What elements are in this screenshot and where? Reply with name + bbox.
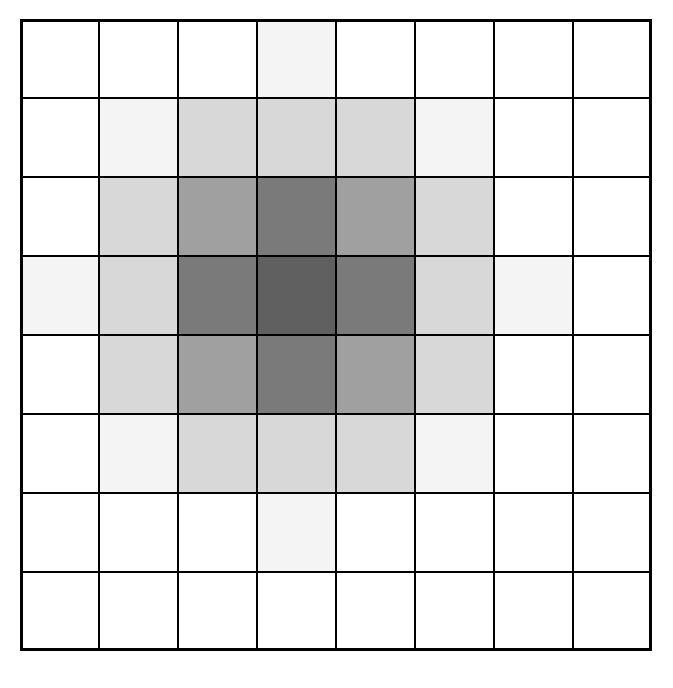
heatmap-cell (20, 335, 99, 414)
heatmap-cell (20, 177, 99, 256)
heatmap-grid (20, 19, 652, 651)
heatmap-cell (20, 414, 99, 493)
heatmap-cell (494, 493, 573, 572)
heatmap-cell (257, 256, 336, 335)
heatmap-cell (99, 256, 178, 335)
heatmap-cell (20, 98, 99, 177)
heatmap-cell (336, 98, 415, 177)
heatmap-cell (494, 19, 573, 98)
heatmap-cell (415, 256, 494, 335)
heatmap-container (0, 0, 673, 688)
heatmap-cell (336, 493, 415, 572)
heatmap-cell (178, 335, 257, 414)
heatmap-cell (336, 572, 415, 651)
heatmap-cell (494, 177, 573, 256)
heatmap-cell (20, 19, 99, 98)
heatmap-cell (257, 177, 336, 256)
heatmap-cell (99, 98, 178, 177)
heatmap-cell (257, 19, 336, 98)
heatmap-cell (336, 414, 415, 493)
heatmap-cell (573, 414, 652, 493)
heatmap-cell (494, 256, 573, 335)
heatmap-cell (415, 493, 494, 572)
heatmap-cell (415, 572, 494, 651)
heatmap-cell (178, 256, 257, 335)
heatmap-cell (257, 335, 336, 414)
heatmap-cell (494, 414, 573, 493)
heatmap-cell (415, 177, 494, 256)
heatmap-cell (99, 493, 178, 572)
heatmap-cell (573, 256, 652, 335)
heatmap-cell (336, 256, 415, 335)
heatmap-cell (336, 335, 415, 414)
heatmap-cell (573, 19, 652, 98)
heatmap-cell (257, 493, 336, 572)
heatmap-cell (415, 98, 494, 177)
heatmap-cell (494, 572, 573, 651)
heatmap-cell (415, 19, 494, 98)
heatmap-cell (257, 572, 336, 651)
heatmap-cell (573, 98, 652, 177)
heatmap-cell (336, 177, 415, 256)
heatmap-cell (178, 493, 257, 572)
heatmap-cell (178, 572, 257, 651)
heatmap-cell (20, 493, 99, 572)
heatmap-cell (573, 572, 652, 651)
heatmap-cell (573, 335, 652, 414)
heatmap-cell (257, 414, 336, 493)
heatmap-cell (415, 335, 494, 414)
heatmap-cell (178, 98, 257, 177)
heatmap-cell (494, 335, 573, 414)
heatmap-cell (573, 493, 652, 572)
heatmap-cell (99, 335, 178, 414)
heatmap-cell (178, 414, 257, 493)
heatmap-cell (178, 19, 257, 98)
heatmap-cell (99, 177, 178, 256)
heatmap-cell (20, 256, 99, 335)
heatmap-cell (178, 177, 257, 256)
heatmap-cell (336, 19, 415, 98)
heatmap-cell (99, 19, 178, 98)
heatmap-cell (99, 414, 178, 493)
heatmap-cell (99, 572, 178, 651)
heatmap-cell (257, 98, 336, 177)
heatmap-cell (494, 98, 573, 177)
heatmap-cell (415, 414, 494, 493)
heatmap-cell (573, 177, 652, 256)
heatmap-cell (20, 572, 99, 651)
